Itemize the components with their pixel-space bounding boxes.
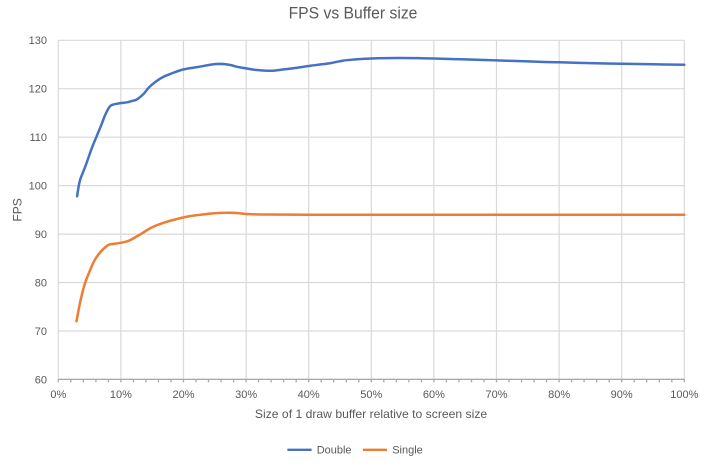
svg-text:130: 130 (29, 35, 47, 47)
svg-text:70%: 70% (485, 389, 507, 401)
svg-text:50%: 50% (360, 389, 382, 401)
svg-text:FPS vs Buffer size: FPS vs Buffer size (289, 4, 418, 23)
svg-text:100%: 100% (670, 389, 698, 401)
svg-text:10%: 10% (110, 389, 132, 401)
svg-text:30%: 30% (235, 389, 257, 401)
svg-text:40%: 40% (298, 389, 320, 401)
svg-text:70: 70 (35, 326, 47, 338)
svg-text:80: 80 (35, 277, 47, 289)
svg-text:110: 110 (29, 132, 47, 144)
svg-text:120: 120 (29, 84, 47, 96)
svg-text:Size of 1 draw buffer relative: Size of 1 draw buffer relative to screen… (255, 407, 488, 421)
svg-text:0%: 0% (50, 389, 66, 401)
svg-text:100: 100 (29, 181, 47, 193)
svg-text:Single: Single (392, 445, 423, 457)
svg-text:20%: 20% (172, 389, 194, 401)
svg-text:Double: Double (317, 445, 352, 457)
svg-text:80%: 80% (548, 389, 570, 401)
svg-text:FPS: FPS (10, 198, 24, 221)
svg-text:60: 60 (35, 374, 47, 386)
svg-text:60%: 60% (423, 389, 445, 401)
svg-text:90%: 90% (611, 389, 633, 401)
svg-text:90: 90 (35, 229, 47, 241)
